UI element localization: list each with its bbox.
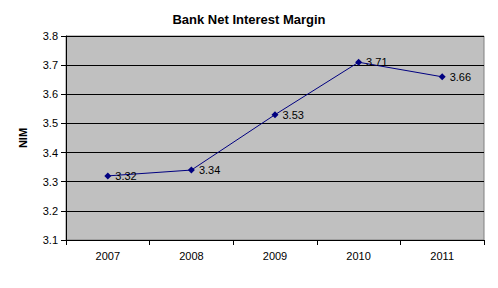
svg-text:3.32: 3.32 <box>115 170 136 182</box>
svg-text:3.8: 3.8 <box>43 30 58 42</box>
svg-text:NIM: NIM <box>17 128 29 148</box>
svg-text:3.4: 3.4 <box>43 147 58 159</box>
svg-text:2011: 2011 <box>430 250 454 262</box>
svg-text:2008: 2008 <box>179 250 203 262</box>
svg-text:2007: 2007 <box>96 250 120 262</box>
svg-text:3.5: 3.5 <box>43 117 58 129</box>
svg-text:Bank Net Interest Margin: Bank Net Interest Margin <box>172 12 325 27</box>
svg-text:3.53: 3.53 <box>283 109 304 121</box>
svg-text:3.7: 3.7 <box>43 59 58 71</box>
svg-text:3.66: 3.66 <box>450 71 471 83</box>
svg-text:3.2: 3.2 <box>43 205 58 217</box>
svg-text:2010: 2010 <box>346 250 370 262</box>
svg-text:3.1: 3.1 <box>43 234 58 246</box>
svg-text:3.71: 3.71 <box>366 56 387 68</box>
svg-text:2009: 2009 <box>263 250 287 262</box>
svg-text:3.3: 3.3 <box>43 176 58 188</box>
svg-text:3.6: 3.6 <box>43 88 58 100</box>
svg-text:3.34: 3.34 <box>199 164 220 176</box>
